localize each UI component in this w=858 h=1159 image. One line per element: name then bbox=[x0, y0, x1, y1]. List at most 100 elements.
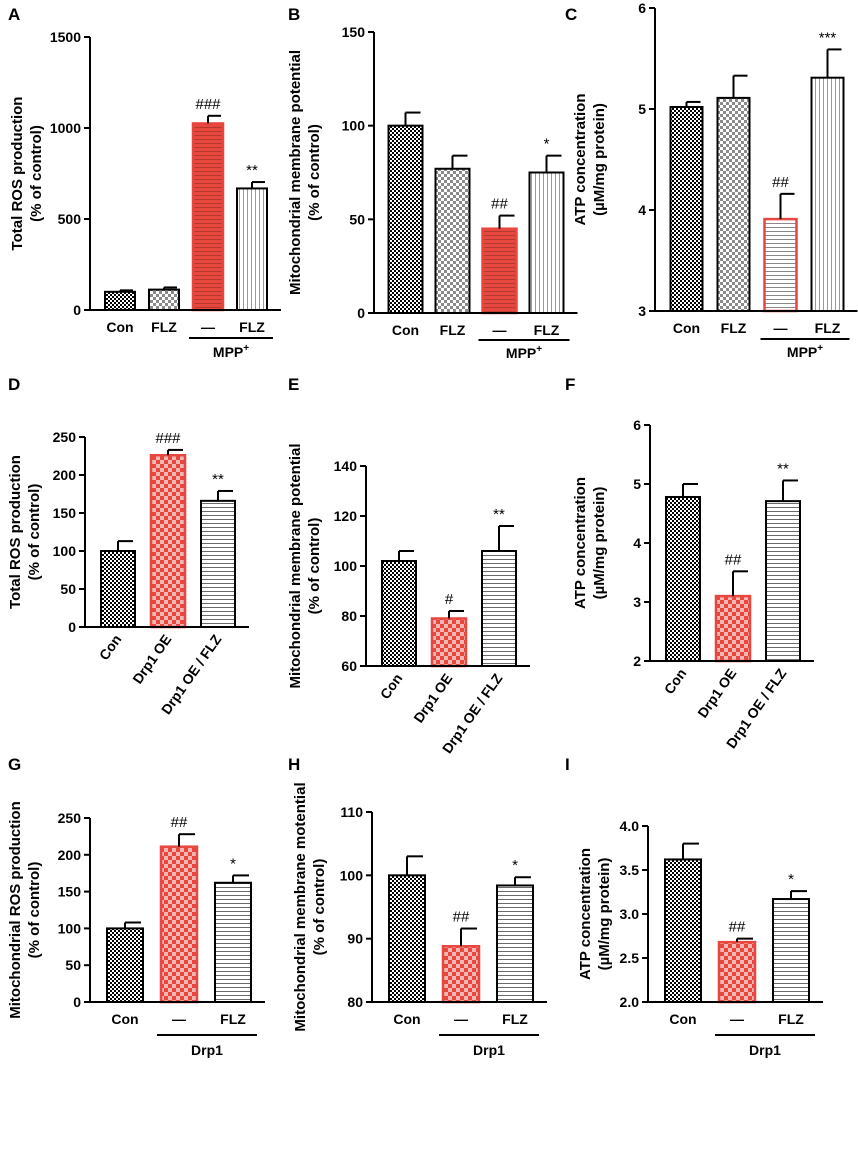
y-tick-label: 100 bbox=[53, 543, 77, 559]
y-axis-label-line: (% of control) bbox=[306, 124, 323, 221]
group-label-sup: + bbox=[243, 343, 249, 354]
bar bbox=[717, 940, 757, 1004]
y-axis-label: ATP concentration (µM/mg protein) bbox=[577, 848, 613, 980]
bar bbox=[763, 217, 798, 313]
x-tick-label: Con bbox=[673, 320, 700, 336]
y-axis-label-line: Mitochondrial membrane potential bbox=[287, 50, 304, 295]
y-tick-label: 250 bbox=[53, 429, 77, 445]
x-tick-label: Drp1 OE bbox=[694, 666, 739, 721]
x-tick-label: Con bbox=[96, 632, 125, 663]
y-axis-label-line: Total ROS production bbox=[9, 97, 26, 251]
y-axis-label: Total ROS production (% of control) bbox=[9, 97, 45, 251]
y-tick-label: 3 bbox=[633, 594, 641, 610]
x-tick-label: Drp1 OE bbox=[410, 671, 455, 726]
y-tick-label: 80 bbox=[347, 994, 363, 1010]
x-tick-label: FLZ bbox=[440, 322, 466, 338]
y-tick-label: 5 bbox=[633, 476, 641, 492]
y-tick-label: 50 bbox=[349, 211, 365, 227]
significance-label: # bbox=[445, 591, 454, 608]
y-tick-label: 1000 bbox=[50, 120, 81, 136]
panel-c: C 3 4 5 6 ATP concentration (µM/mg protein) Con… bbox=[565, 0, 858, 360]
y-axis-label-line: (% of control) bbox=[311, 859, 328, 956]
bar bbox=[481, 550, 517, 667]
bar bbox=[430, 617, 468, 668]
significance-label: *** bbox=[819, 29, 837, 46]
y-tick-label: 200 bbox=[53, 467, 77, 483]
y-axis-label-line: ATP concentration bbox=[577, 848, 594, 980]
x-tick-label: Con bbox=[111, 1011, 138, 1027]
y-tick-label: 4 bbox=[633, 535, 641, 551]
y-tick-label: 4 bbox=[638, 202, 646, 218]
panel-letter: D bbox=[8, 375, 20, 394]
y-tick-label: 110 bbox=[340, 804, 363, 820]
bar bbox=[100, 550, 136, 628]
y-tick-label: 250 bbox=[58, 810, 82, 826]
y-tick-label: 4.0 bbox=[620, 818, 640, 834]
x-tick-label: Con bbox=[106, 319, 133, 335]
group-label-text: MPP bbox=[506, 345, 536, 361]
panel-a: A 0 500 1000 1500 Total ROS production (% of c… bbox=[8, 5, 281, 360]
x-tick-label: FLZ bbox=[721, 320, 747, 336]
x-tick-label: FLZ bbox=[239, 319, 265, 335]
x-tick-label: FLZ bbox=[151, 319, 177, 335]
x-tick-label: Con bbox=[661, 666, 690, 697]
x-tick-label: FLZ bbox=[502, 1011, 528, 1027]
y-tick-label: 150 bbox=[342, 24, 366, 40]
y-tick-label: 0 bbox=[73, 302, 81, 318]
x-tick-label: Drp1 OE bbox=[129, 632, 174, 687]
y-tick-label: 6 bbox=[638, 0, 646, 16]
y-tick-label: 200 bbox=[58, 847, 82, 863]
y-tick-label: 120 bbox=[334, 508, 358, 524]
group-label-text: MPP bbox=[213, 344, 243, 360]
x-tick-label: FLZ bbox=[534, 322, 560, 338]
y-tick-label: 0 bbox=[357, 305, 365, 321]
x-tick-label: — bbox=[454, 1011, 468, 1027]
y-tick-label: 2.0 bbox=[620, 994, 640, 1010]
y-tick-label: 90 bbox=[347, 931, 363, 947]
y-tick-label: 50 bbox=[60, 581, 76, 597]
panel-d: D 0 50 100 150 200 250 Total ROS production (% o… bbox=[7, 375, 249, 717]
bar bbox=[664, 858, 702, 1003]
y-axis-label: Total ROS production (% of control) bbox=[7, 455, 43, 609]
significance-label: ## bbox=[491, 196, 508, 213]
y-axis-label-line: Total ROS production bbox=[7, 455, 24, 609]
panel-e: E 60 80 100 120 140 Mitochondrial membrane pot… bbox=[287, 375, 530, 756]
y-tick-label: 100 bbox=[342, 118, 366, 134]
bar bbox=[669, 105, 704, 313]
x-tick-label: Con bbox=[377, 671, 406, 702]
bar bbox=[496, 884, 534, 1004]
y-tick-label: 2 bbox=[633, 653, 641, 669]
y-axis-label-line: (% of control) bbox=[306, 518, 323, 615]
panel-g: G 0 50 100 150 200 250 Mitochondrial ROS produc… bbox=[7, 755, 265, 1058]
significance-label: * bbox=[512, 857, 518, 874]
group-label: MPP+ bbox=[506, 344, 542, 361]
group-label-text: Drp1 bbox=[191, 1042, 223, 1058]
bar bbox=[159, 845, 199, 1004]
bar bbox=[149, 453, 187, 629]
significance-label: ** bbox=[777, 460, 789, 477]
significance-label: ## bbox=[729, 919, 746, 936]
group-label: Drp1 bbox=[749, 1042, 781, 1058]
bar bbox=[665, 495, 701, 663]
y-axis-label-line: (% of control) bbox=[26, 862, 43, 959]
group-label: MPP+ bbox=[787, 343, 823, 360]
y-axis-label-line: Mitochondrial membrane motential bbox=[292, 782, 309, 1031]
x-tick-label: — bbox=[730, 1011, 744, 1027]
group-label-sup: + bbox=[536, 344, 542, 355]
y-axis-label-line: (µM/mg protein) bbox=[591, 103, 608, 216]
y-tick-label: 5 bbox=[638, 101, 646, 117]
y-tick-label: 3 bbox=[638, 303, 646, 319]
bar bbox=[104, 290, 136, 311]
x-tick-label: — bbox=[201, 319, 215, 335]
y-axis-label: Mitochondrial membrane potential (% of co… bbox=[287, 50, 323, 295]
y-axis-label: Mitochondrial membrane potential (% of co… bbox=[287, 443, 323, 688]
y-tick-label: 0 bbox=[68, 619, 76, 635]
y-tick-label: 60 bbox=[341, 658, 357, 674]
group-label: Drp1 bbox=[473, 1042, 505, 1058]
significance-label: * bbox=[230, 855, 236, 872]
bar bbox=[528, 171, 565, 314]
bar bbox=[191, 122, 225, 312]
significance-label: ### bbox=[195, 96, 221, 113]
x-tick-label: — bbox=[774, 320, 788, 336]
panel-h: H 80 90 100 110 Mitochondrial membrane motent… bbox=[288, 755, 547, 1058]
